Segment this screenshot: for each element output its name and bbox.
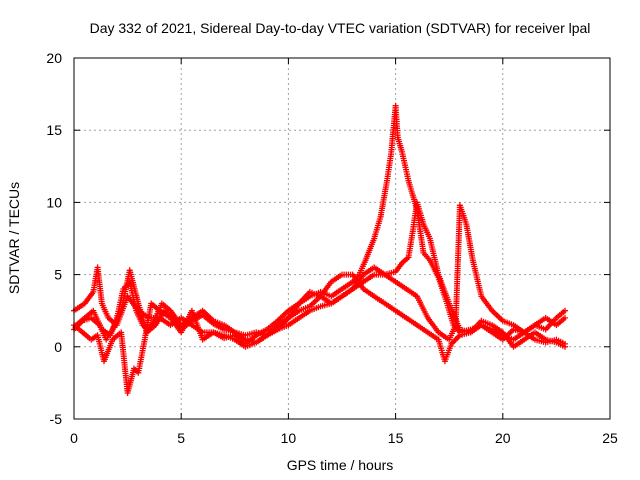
plot-area <box>71 102 568 396</box>
chart-title: Day 332 of 2021, Sidereal Day-to-day VTE… <box>90 20 591 36</box>
y-tick-label: 20 <box>46 50 62 66</box>
data-point-marker <box>562 307 568 314</box>
plot-frame <box>73 57 611 420</box>
y-tick-label: 0 <box>54 339 62 355</box>
x-tick-label: 5 <box>177 430 185 446</box>
x-tick-label: 15 <box>388 430 404 446</box>
x-tick-label: 10 <box>281 430 297 446</box>
x-tick-label: 0 <box>70 430 78 446</box>
grid <box>74 58 610 419</box>
axis-ticks: 0 5 10 15 20 25 -5 0 5 10 15 20 <box>46 50 618 446</box>
data-point-marker <box>562 343 568 350</box>
y-tick-label: 5 <box>54 267 62 283</box>
series-track-4 <box>71 271 568 396</box>
y-tick-label: 15 <box>46 122 62 138</box>
data-point-marker <box>562 314 568 321</box>
y-tick-label: 10 <box>46 194 62 210</box>
y-tick-label: -5 <box>50 411 63 427</box>
x-tick-label: 20 <box>495 430 511 446</box>
x-axis-title: GPS time / hours <box>287 457 394 473</box>
y-axis-title: SDTVAR / TECUs <box>6 182 22 294</box>
x-tick-label: 25 <box>602 430 618 446</box>
series-track-3 <box>73 202 568 343</box>
